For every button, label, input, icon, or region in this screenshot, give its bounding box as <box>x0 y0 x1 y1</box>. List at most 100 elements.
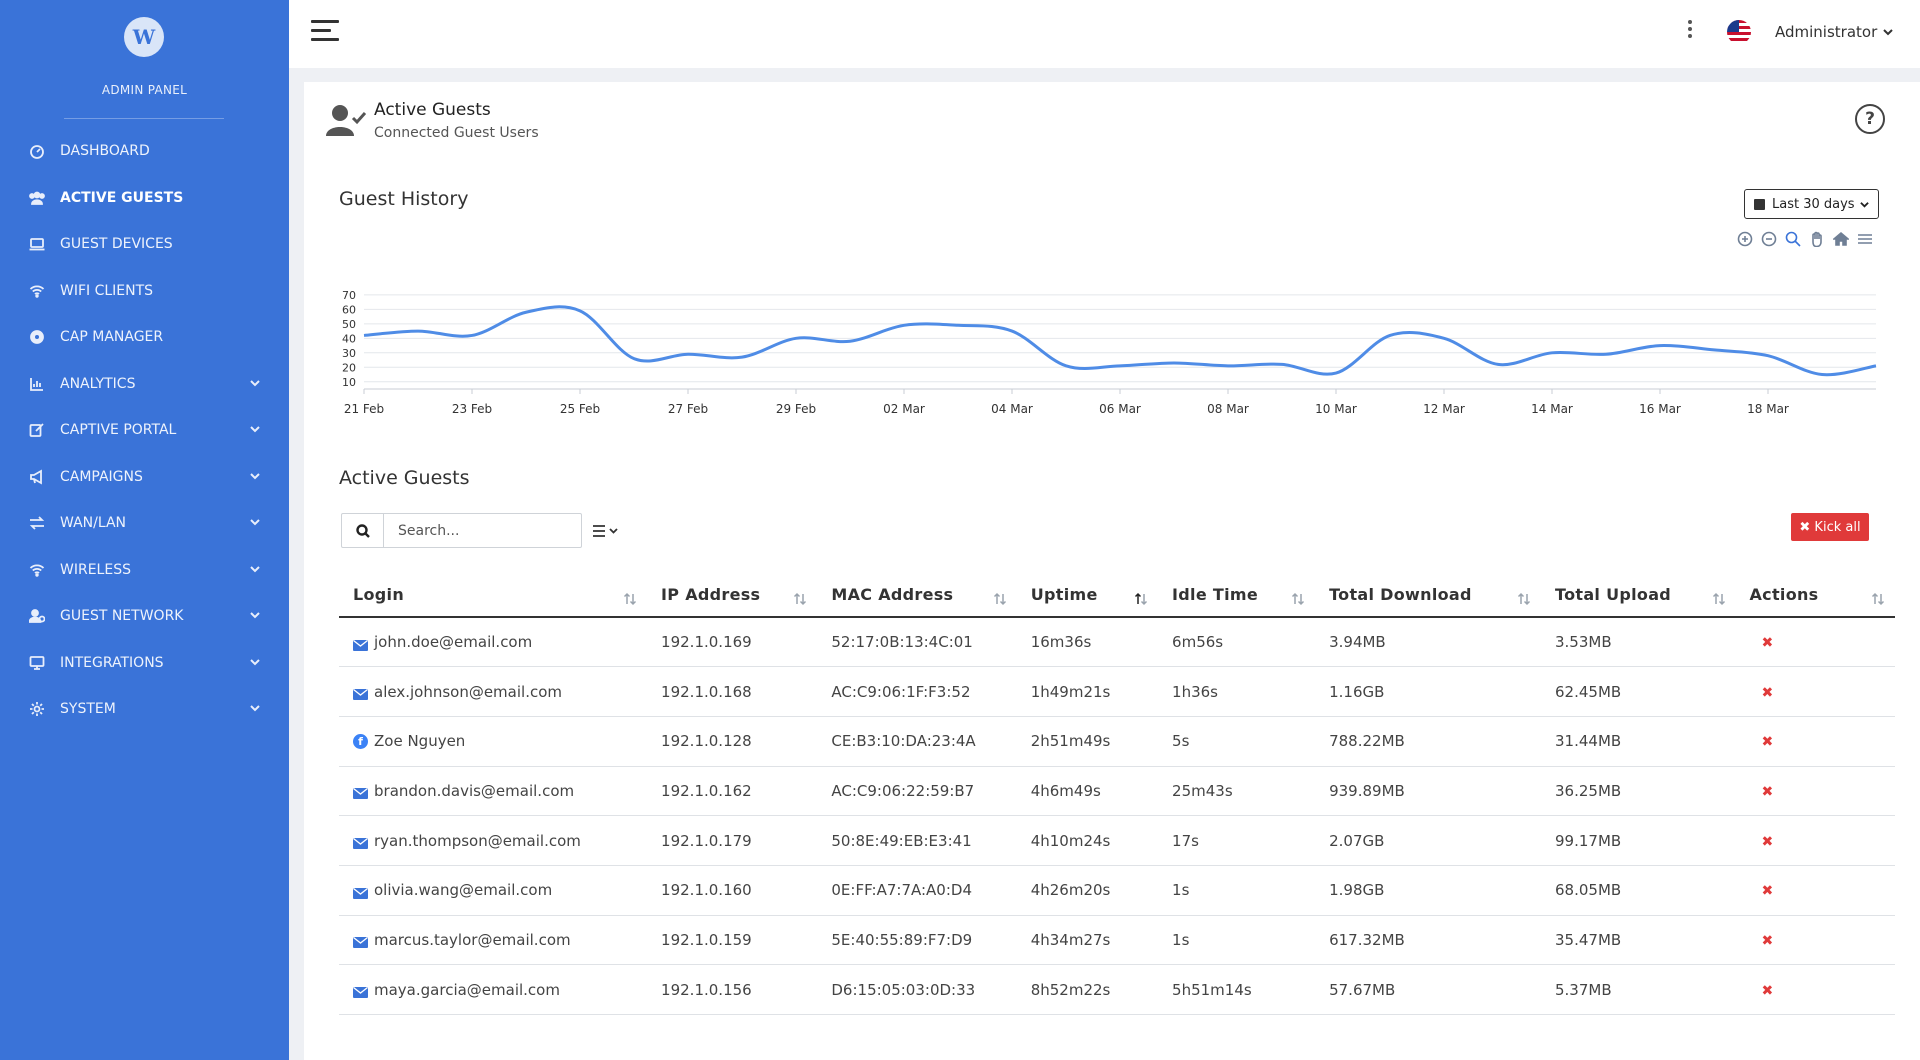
reset-home-icon[interactable] <box>1832 230 1850 248</box>
sort-icon[interactable] <box>623 591 637 606</box>
sidebar-item-captive-portal[interactable]: CAPTIVE PORTAL <box>0 407 289 454</box>
column-header-mac-address[interactable]: MAC Address <box>817 572 1017 618</box>
table-body: john.doe@email.com 192.1.0.169 52:17:0B:13… <box>339 617 1895 1015</box>
column-toggle-icon[interactable] <box>592 522 624 540</box>
x-tick-label: 04 Mar <box>991 402 1033 416</box>
login-text: Zoe Nguyen <box>374 732 466 751</box>
actions-cell: ✖ <box>1735 666 1895 717</box>
chart-menu-icon[interactable] <box>1856 230 1874 248</box>
selection-zoom-icon[interactable] <box>1784 230 1802 248</box>
sort-icon[interactable] <box>1712 591 1726 606</box>
sidebar-item-dashboard[interactable]: DASHBOARD <box>0 128 289 175</box>
menu-toggle-icon[interactable] <box>311 20 339 44</box>
mac-address-cell: 50:8E:49:EB:E3:41 <box>817 815 1017 866</box>
user-menu[interactable]: Administrator <box>1775 20 1893 44</box>
total-download-cell: 617.32MB <box>1315 915 1541 966</box>
sort-icon[interactable] <box>1291 591 1305 606</box>
uptime-cell: 2h51m49s <box>1016 716 1159 767</box>
kick-guest-icon[interactable]: ✖ <box>1761 932 1774 949</box>
actions-cell: ✖ <box>1735 915 1895 966</box>
idle-time-cell: 6m56s <box>1158 617 1316 668</box>
x-tick-label: 12 Mar <box>1423 402 1465 416</box>
sidebar-item-active-guests[interactable]: ACTIVE GUESTS <box>0 175 289 222</box>
monitor-icon <box>28 654 46 672</box>
chevron-down-icon <box>249 563 261 575</box>
us-flag-icon[interactable] <box>1727 20 1751 44</box>
sidebar-item-system[interactable]: SYSTEM <box>0 686 289 733</box>
sidebar-item-label: CAPTIVE PORTAL <box>60 422 177 439</box>
table-row: olivia.wang@email.com 192.1.0.160 0E:FF:A7… <box>339 865 1895 916</box>
sidebar-item-guest-network[interactable]: GUEST NETWORK <box>0 593 289 640</box>
edit-icon <box>28 421 46 439</box>
sort-icon[interactable] <box>1871 591 1885 606</box>
circle-icon <box>28 328 46 346</box>
date-range-select[interactable]: Last 30 days <box>1744 189 1879 219</box>
chevron-down-icon <box>249 470 261 482</box>
kick-guest-icon[interactable]: ✖ <box>1761 833 1774 850</box>
search-icon[interactable] <box>342 514 384 547</box>
sidebar-item-analytics[interactable]: ANALYTICS <box>0 361 289 408</box>
wifi-icon <box>28 282 46 300</box>
login-cell: marcus.taylor@email.com <box>339 915 648 966</box>
idle-time-cell: 5s <box>1158 716 1316 767</box>
ip-address-cell: 192.1.0.168 <box>647 666 818 717</box>
kick-guest-icon[interactable]: ✖ <box>1761 635 1774 652</box>
sidebar-item-cap-manager[interactable]: CAP MANAGER <box>0 314 289 361</box>
sidebar-item-wan-lan[interactable]: WAN/LAN <box>0 500 289 547</box>
sidebar-item-label: WIFI CLIENTS <box>60 282 154 299</box>
x-tick-label: 25 Feb <box>560 402 600 416</box>
column-header-total-download[interactable]: Total Download <box>1315 572 1541 618</box>
kick-all-button[interactable]: ✖ Kick all <box>1791 513 1869 541</box>
sidebar-item-wireless[interactable]: WIRELESS <box>0 547 289 594</box>
column-header-total-upload[interactable]: Total Upload <box>1541 572 1736 618</box>
ip-address-cell: 192.1.0.169 <box>647 617 818 668</box>
sidebar-item-wifi-clients[interactable]: WIFI CLIENTS <box>0 268 289 315</box>
x-tick-label: 10 Mar <box>1315 402 1357 416</box>
column-header-uptime[interactable]: Uptime <box>1016 572 1159 618</box>
sidebar-item-label: CAMPAIGNS <box>60 468 143 485</box>
y-tick-label: 60 <box>342 303 356 316</box>
guest-history-title: Guest History <box>339 188 469 210</box>
pan-hand-icon[interactable] <box>1808 230 1826 248</box>
sidebar-item-integrations[interactable]: INTEGRATIONS <box>0 640 289 687</box>
column-header-login[interactable]: Login <box>339 572 648 618</box>
sort-icon[interactable] <box>1517 591 1531 606</box>
zoom-out-icon[interactable] <box>1760 230 1778 248</box>
envelope-icon <box>353 686 368 701</box>
help-icon[interactable]: ? <box>1855 104 1885 134</box>
zoom-in-icon[interactable] <box>1736 230 1754 248</box>
sidebar-item-guest-devices[interactable]: GUEST DEVICES <box>0 221 289 268</box>
column-header-actions[interactable]: Actions <box>1735 572 1895 618</box>
sort-icon[interactable] <box>793 591 807 606</box>
envelope-icon <box>353 637 368 651</box>
envelope-icon <box>353 785 368 800</box>
sidebar-item-label: GUEST NETWORK <box>60 608 184 625</box>
y-tick-label: 30 <box>342 347 356 360</box>
column-header-label: IP Address <box>661 584 761 604</box>
more-options-icon[interactable] <box>1685 20 1695 44</box>
exchange-icon <box>28 514 46 532</box>
kick-guest-icon[interactable]: ✖ <box>1761 883 1774 900</box>
sidebar-item-campaigns[interactable]: CAMPAIGNS <box>0 454 289 501</box>
sort-icon[interactable] <box>993 591 1007 606</box>
user-network-icon <box>28 607 46 625</box>
kick-guest-icon[interactable]: ✖ <box>1761 684 1774 701</box>
column-header-idle-time[interactable]: Idle Time <box>1158 572 1316 618</box>
uptime-cell: 1h49m21s <box>1016 666 1159 717</box>
login-text: alex.johnson@email.com <box>374 682 562 701</box>
kick-guest-icon[interactable]: ✖ <box>1761 734 1774 751</box>
login-text: maya.garcia@email.com <box>374 980 560 999</box>
column-header-ip-address[interactable]: IP Address <box>647 572 818 618</box>
envelope-icon <box>353 835 368 850</box>
login-cell: f Zoe Nguyen <box>339 716 648 767</box>
column-header-label: Total Upload <box>1555 584 1672 604</box>
total-download-cell: 788.22MB <box>1315 716 1541 767</box>
search-input[interactable] <box>384 514 580 547</box>
chevron-down-icon <box>249 656 261 668</box>
sidebar-item-label: DASHBOARD <box>60 143 150 160</box>
logo[interactable]: W <box>124 17 164 57</box>
kick-guest-icon[interactable]: ✖ <box>1761 982 1774 999</box>
kick-guest-icon[interactable]: ✖ <box>1761 783 1774 800</box>
sort-icon[interactable] <box>1134 591 1148 606</box>
total-upload-cell: 5.37MB <box>1541 964 1736 1015</box>
